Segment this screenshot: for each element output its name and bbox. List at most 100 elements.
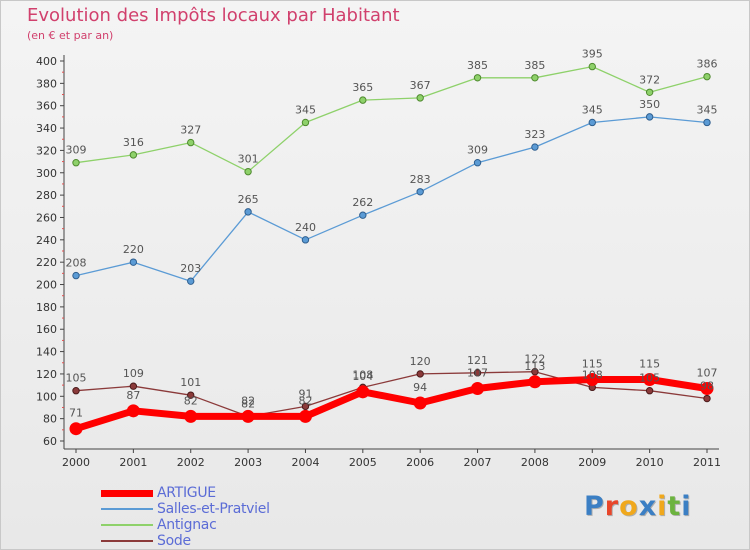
data-point xyxy=(72,387,80,395)
data-point xyxy=(531,74,539,82)
data-point xyxy=(69,422,83,436)
data-point xyxy=(531,368,539,376)
data-point xyxy=(244,167,252,176)
series-line-3 xyxy=(75,371,708,418)
data-point xyxy=(298,409,312,423)
data-point xyxy=(359,211,367,219)
y-tick-label: 180 xyxy=(36,301,57,314)
logo-letter: o xyxy=(619,491,639,522)
data-label: 105 xyxy=(639,372,660,385)
y-tick-label: 140 xyxy=(36,346,57,359)
x-tick-label: 2010 xyxy=(636,456,664,469)
legend-swatch xyxy=(101,524,153,526)
data-label: 309 xyxy=(66,144,87,157)
data-point xyxy=(356,385,370,399)
legend-item: Antignac xyxy=(101,517,270,533)
logo-letter: i xyxy=(657,491,668,522)
y-tick-label: 340 xyxy=(36,122,57,135)
data-label: 101 xyxy=(180,376,201,389)
data-point xyxy=(72,271,80,280)
x-tick-label: 2009 xyxy=(578,456,606,469)
data-label: 122 xyxy=(524,353,545,366)
data-label: 108 xyxy=(582,368,603,381)
y-tick-label: 300 xyxy=(36,167,57,180)
data-point xyxy=(129,382,138,390)
data-label: 82 xyxy=(184,394,198,407)
data-point xyxy=(643,373,657,387)
legend-label: ARTIGUE xyxy=(157,485,216,501)
y-tick-label: 100 xyxy=(36,390,57,403)
data-point xyxy=(588,118,596,127)
y-tick-label: 240 xyxy=(36,234,57,247)
legend-swatch xyxy=(101,489,153,497)
x-tick-label: 2002 xyxy=(177,456,205,469)
y-tick-label: 400 xyxy=(36,55,57,68)
data-point xyxy=(184,409,198,423)
y-tick-label: 160 xyxy=(36,323,57,336)
data-point xyxy=(126,404,140,418)
logo-letter: P xyxy=(584,491,605,522)
y-tick-label: 120 xyxy=(36,368,57,381)
data-label: 301 xyxy=(238,153,259,166)
data-point xyxy=(413,396,427,410)
data-point xyxy=(416,94,424,102)
data-label: 367 xyxy=(410,79,431,92)
y-tick-label: 320 xyxy=(36,144,57,157)
legend-swatch xyxy=(101,508,153,510)
data-point xyxy=(531,143,539,151)
y-tick-label: 260 xyxy=(36,211,57,224)
data-point xyxy=(700,381,714,395)
data-label: 115 xyxy=(639,358,660,371)
data-point xyxy=(187,391,195,399)
logo-letter: i xyxy=(681,491,692,522)
data-point xyxy=(703,72,711,81)
logo-letter: x xyxy=(638,491,658,522)
data-point xyxy=(645,113,654,121)
data-point xyxy=(129,151,138,159)
legend-item: Salles-et-Pratviel xyxy=(101,501,270,517)
data-label: 385 xyxy=(524,59,545,72)
data-point xyxy=(703,394,711,403)
data-label: 109 xyxy=(123,367,144,380)
data-point xyxy=(129,258,138,266)
x-tick-label: 2005 xyxy=(349,456,377,469)
series-line-1 xyxy=(75,116,708,282)
y-tick-label: 280 xyxy=(36,189,57,202)
x-tick-label: 2000 xyxy=(62,456,90,469)
data-label: 113 xyxy=(524,360,545,373)
data-label: 283 xyxy=(410,173,431,186)
x-tick-label: 2004 xyxy=(291,456,319,469)
data-label: 309 xyxy=(467,144,488,157)
y-tick-label: 360 xyxy=(36,100,57,113)
data-label: 262 xyxy=(352,196,373,209)
legend-label: Sode xyxy=(157,533,191,549)
data-label: 395 xyxy=(582,48,603,61)
data-label: 345 xyxy=(697,103,718,116)
data-label: 82 xyxy=(298,394,312,407)
data-point xyxy=(416,188,424,196)
data-label: 208 xyxy=(66,257,87,270)
logo-letter: r xyxy=(604,491,620,522)
data-point xyxy=(528,375,542,389)
x-tick-label: 2006 xyxy=(406,456,434,469)
series-line-0 xyxy=(74,376,708,433)
x-tick-label: 2008 xyxy=(521,456,549,469)
chart-subtitle: (en € et par an) xyxy=(27,29,114,42)
data-label: 386 xyxy=(697,58,718,71)
legend: ARTIGUE Salles-et-Pratviel Antignac Sode xyxy=(101,485,270,549)
data-label: 385 xyxy=(467,59,488,72)
data-label: 365 xyxy=(352,81,373,94)
data-label: 120 xyxy=(410,355,431,368)
data-label: 98 xyxy=(700,380,714,393)
data-label: 94 xyxy=(413,381,427,394)
data-point xyxy=(301,118,310,127)
data-point xyxy=(588,62,596,71)
data-label: 327 xyxy=(180,124,201,137)
x-tick-label: 2011 xyxy=(693,456,721,469)
data-label: 121 xyxy=(467,354,488,367)
x-tick-label: 2001 xyxy=(119,456,147,469)
data-point xyxy=(471,381,485,395)
data-label: 345 xyxy=(582,103,603,116)
data-label: 82 xyxy=(241,394,255,407)
data-point xyxy=(301,402,310,411)
